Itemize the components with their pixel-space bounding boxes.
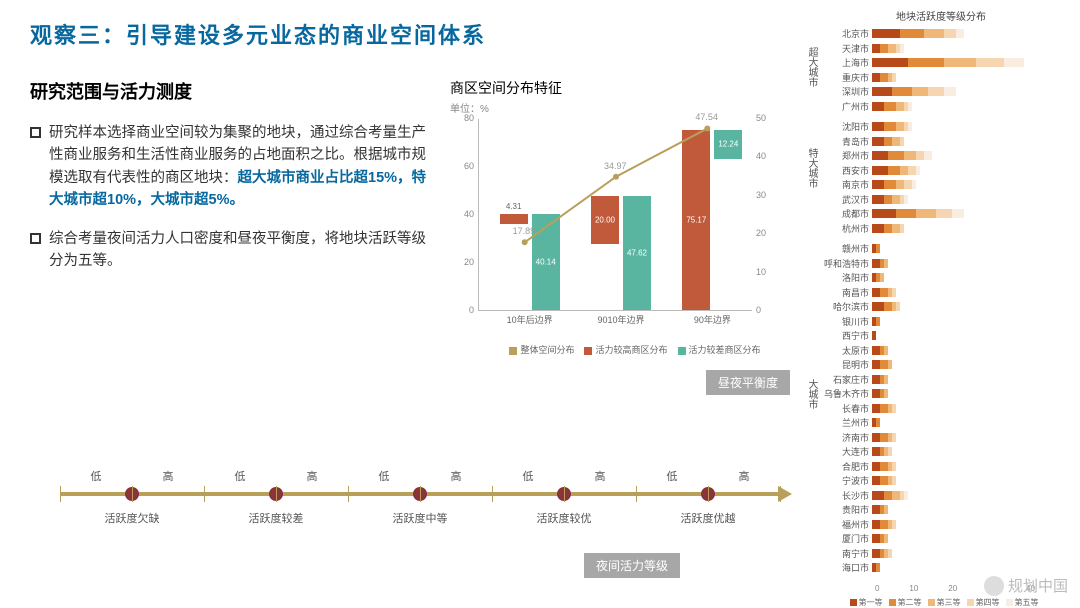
stacked-bar-chart: 北京市天津市上海市重庆市深圳市广州市超大城市沈阳市青岛市郑州市西安市南京市武汉市… [820, 27, 1062, 582]
right-legend: 第一等第二等第三等第四等第五等 [820, 597, 1062, 608]
section: 研究范围与活力测度 研究样本选择商业空间较为集聚的地块，通过综合考量生产性商业服… [30, 78, 820, 395]
axis-segments: 活跃度欠缺活跃度较差活跃度中等活跃度较优活跃度优越 [60, 510, 780, 526]
axis-diagram: 低高低高低高低高低高 活跃度欠缺活跃度较差活跃度中等活跃度较优活跃度优越 [60, 468, 780, 526]
axis-lowhigh: 低高低高低高低高低高 [60, 468, 780, 484]
page-title: 观察三：引导建设多元业态的商业空间体系 [30, 18, 820, 50]
page: 观察三：引导建设多元业态的商业空间体系 研究范围与活力测度 研究样本选择商业空间… [0, 0, 1080, 608]
text-block: 研究范围与活力测度 研究样本选择商业空间较为集聚的地块，通过综合考量生产性商业服… [30, 78, 450, 395]
right-column: 地块活跃度等级分布 北京市天津市上海市重庆市深圳市广州市超大城市沈阳市青岛市郑州… [820, 0, 1080, 608]
combo-chart-block: 商区空间分布特征 单位：% 4.3140.1410年后边界17.8920.004… [450, 78, 820, 395]
combo-legend: 整体空间分布活力较高商区分布活力较差商区分布 [450, 343, 820, 356]
bullet-2: 综合考量夜间活力人口密度和昼夜平衡度，将地块活跃等级分为五等。 [30, 228, 440, 273]
bottom-tag-wrap: 夜间活力等级 [584, 553, 680, 578]
bullet-icon [30, 127, 41, 138]
night-tag: 夜间活力等级 [584, 553, 680, 578]
right-chart-title: 地块活跃度等级分布 [820, 8, 1062, 23]
combo-plot: 4.3140.1410年后边界17.8920.0047.629010年边界34.… [478, 119, 752, 311]
combo-chart: 4.3140.1410年后边界17.8920.0047.629010年边界34.… [450, 119, 780, 339]
left-column: 观察三：引导建设多元业态的商业空间体系 研究范围与活力测度 研究样本选择商业空间… [0, 0, 820, 608]
bullet-icon [30, 233, 41, 244]
balance-tag: 昼夜平衡度 [706, 370, 790, 395]
watermark: 规划中国 [984, 575, 1068, 596]
bullet-1: 研究样本选择商业空间较为集聚的地块，通过综合考量生产性商业服务和生活性商业服务的… [30, 122, 440, 212]
bullet-text: 综合考量夜间活力人口密度和昼夜平衡度，将地块活跃等级分为五等。 [49, 228, 440, 273]
bullet-text: 研究样本选择商业空间较为集聚的地块，通过综合考量生产性商业服务和生活性商业服务的… [49, 122, 440, 212]
axis-line [60, 492, 780, 496]
chart-title: 商区空间分布特征 [450, 78, 820, 98]
watermark-icon [984, 576, 1004, 596]
subtitle: 研究范围与活力测度 [30, 78, 440, 104]
